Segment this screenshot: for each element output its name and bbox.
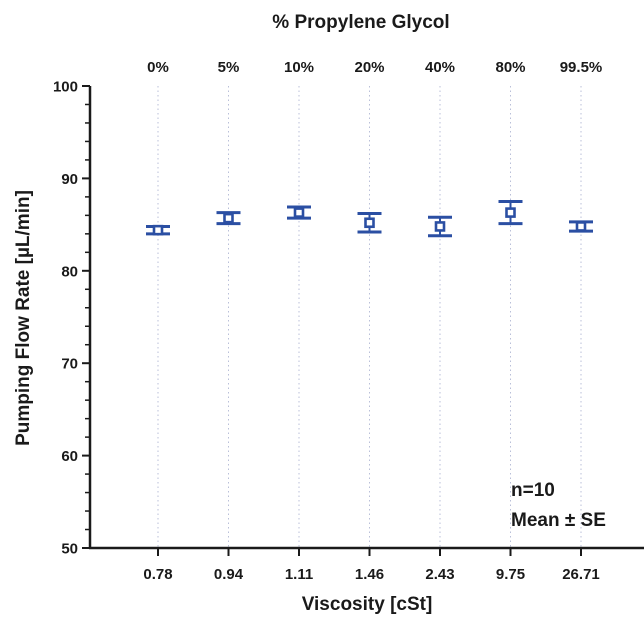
data-point [216, 211, 241, 226]
top-axis-tick-labels: 0% 5% 10% 20% 40% 80% 99.5% [147, 59, 602, 76]
top-axis-title: % Propylene Glycol [272, 12, 449, 33]
x-tick-label: 1.46 [355, 566, 384, 583]
top-tick-label: 10% [284, 59, 314, 76]
x-tick-label: 1.11 [285, 566, 313, 583]
annotation-n: n=10 [511, 480, 555, 501]
top-tick-label: 40% [425, 59, 455, 76]
mean-marker [434, 221, 446, 232]
x-tick-label: 2.43 [425, 566, 454, 583]
mean-marker [505, 207, 516, 218]
data-point [146, 224, 170, 236]
y-tick-label: 50 [61, 541, 78, 558]
data-point [357, 212, 382, 234]
y-axis-ticks: 50 60 70 80 90 100 [53, 79, 90, 558]
annotation-mean-se: Mean ± SE [511, 510, 606, 531]
mean-marker [223, 212, 234, 224]
x-tick-label: 26.71 [562, 566, 600, 583]
data-point [498, 200, 523, 226]
data-point [569, 220, 593, 233]
data-point [428, 215, 452, 238]
y-tick-label: 70 [61, 356, 78, 373]
top-tick-label: 20% [354, 59, 384, 76]
y-tick-label: 90 [61, 171, 78, 188]
mean-marker [575, 221, 587, 232]
data-points [146, 200, 593, 238]
y-tick-label: 60 [61, 448, 78, 465]
top-tick-label: 5% [218, 59, 240, 76]
x-tick-label: 0.94 [214, 566, 244, 583]
mean-marker [364, 217, 375, 229]
grid-lines [157, 86, 582, 548]
y-tick-label: 100 [53, 79, 78, 96]
top-tick-label: 0% [147, 59, 169, 76]
x-axis-ticks: 0.78 0.94 1.11 1.46 2.43 9.75 26.71 [143, 548, 600, 583]
top-tick-label: 80% [495, 59, 525, 76]
top-tick-label: 99.5% [560, 59, 603, 76]
data-point [287, 205, 311, 220]
y-tick-label: 80 [61, 263, 78, 280]
x-axis-title: Viscosity [cSt] [302, 594, 433, 615]
mean-marker [293, 207, 305, 218]
mean-marker [152, 224, 164, 236]
x-tick-label: 0.78 [143, 566, 172, 583]
x-tick-label: 9.75 [496, 566, 525, 583]
y-axis-title: Pumping Flow Rate [µL/min] [13, 190, 34, 446]
